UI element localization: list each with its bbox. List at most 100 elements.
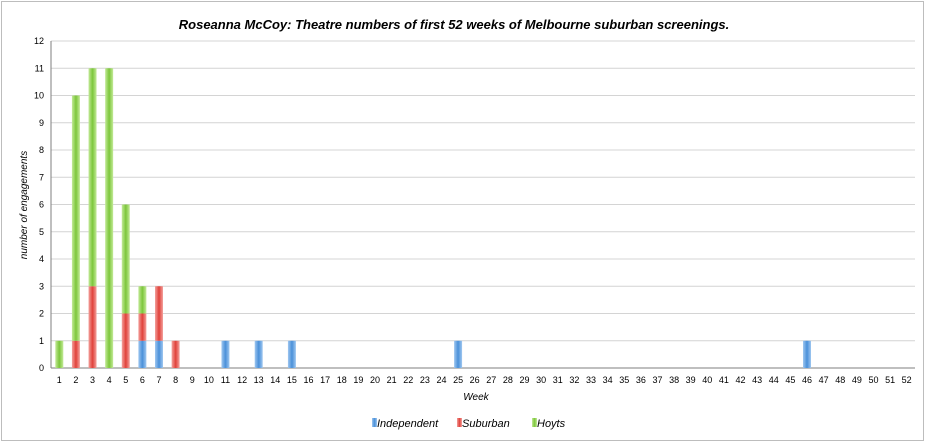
x-tick-labels: 1 2 3 4 5 6 7 8 9 10 11 12 13 14 15 16 17 18 19 20 21 22 23 24 2… (57, 375, 912, 385)
x-tick-label: 38 (669, 375, 679, 385)
x-tick-label: 30 (536, 375, 546, 385)
x-tick-label: 25 (453, 375, 463, 385)
x-tick-label: 18 (337, 375, 347, 385)
x-tick-label: 23 (420, 375, 430, 385)
legend-label-hoyts: Hoyts (537, 418, 566, 430)
x-tick-label: 45 (785, 375, 795, 385)
bar-independent-week-7 (155, 340, 163, 368)
x-tick-label: 50 (868, 375, 878, 385)
x-tick-label: 42 (736, 375, 746, 385)
bar-independent-week-6 (138, 340, 147, 368)
bar-independent-week-15 (287, 340, 296, 368)
x-tick-label: 34 (603, 375, 613, 385)
x-tick-label: 46 (802, 375, 812, 385)
y-tick-label: 8 (39, 145, 44, 155)
x-tick-label: 20 (370, 375, 380, 385)
x-tick-label: 47 (819, 375, 829, 385)
y-tick-label: 2 (39, 309, 44, 319)
x-tick-label: 37 (652, 375, 662, 385)
y-tick-label: 3 (39, 281, 44, 291)
x-tick-label: 22 (403, 375, 413, 385)
y-tick-label: 1 (39, 336, 44, 346)
y-tick-label: 10 (34, 91, 44, 101)
bar-suburban-week-6 (138, 313, 147, 341)
x-tick-label: 26 (470, 375, 480, 385)
x-tick-label: 15 (287, 375, 297, 385)
bar-hoyts-week-5 (121, 204, 130, 314)
y-tick-label: 11 (35, 63, 44, 73)
bar-suburban-week-8 (171, 340, 180, 368)
gridlines (50, 40, 915, 369)
x-tick-label: 27 (486, 375, 496, 385)
bar-suburban-week-3 (88, 286, 97, 368)
x-tick-label: 24 (436, 375, 446, 385)
y-tick-label: 12 (34, 36, 44, 46)
x-tick-label: 36 (636, 375, 646, 385)
x-tick-label: 14 (270, 375, 280, 385)
x-tick-label: 33 (586, 375, 596, 385)
x-axis-label: Week (463, 392, 489, 403)
y-tick-label: 4 (39, 254, 44, 264)
x-tick-label: 17 (320, 375, 330, 385)
x-tick-label: 29 (520, 375, 530, 385)
bar-independent-week-46 (803, 340, 811, 368)
x-tick-label: 31 (553, 375, 563, 385)
x-tick-label: 11 (221, 375, 230, 385)
x-tick-label: 12 (237, 375, 247, 385)
x-tick-label: 19 (353, 375, 363, 385)
legend-swatch-independent (372, 418, 377, 427)
x-tick-label: 21 (387, 375, 397, 385)
legend: Independent Suburban Hoyts (372, 418, 566, 430)
legend-swatch-suburban (457, 418, 462, 427)
legend-swatch-hoyts (532, 418, 537, 427)
x-tick-label: 3 (90, 375, 95, 385)
x-tick-label: 51 (885, 375, 895, 385)
x-tick-label: 1 (57, 375, 62, 385)
x-tick-label: 10 (204, 375, 214, 385)
x-tick-label: 13 (254, 375, 264, 385)
chart-title: Roseanna McCoy: Theatre numbers of first… (179, 17, 729, 32)
x-tick-label: 8 (173, 375, 178, 385)
legend-label-independent: Independent (377, 418, 439, 430)
x-tick-label: 44 (769, 375, 779, 385)
bar-hoyts-week-2 (71, 95, 80, 341)
x-tick-label: 40 (702, 375, 712, 385)
x-tick-label: 52 (902, 375, 912, 385)
bar-hoyts-week-1 (55, 340, 64, 368)
x-tick-label: 16 (304, 375, 314, 385)
y-axis-label: number of engagements (19, 151, 30, 259)
x-tick-label: 32 (569, 375, 579, 385)
bar-suburban-week-5 (121, 313, 130, 368)
x-tick-label: 28 (503, 375, 513, 385)
x-tick-label: 49 (852, 375, 862, 385)
x-tick-label: 4 (107, 375, 112, 385)
x-tick-label: 6 (140, 375, 145, 385)
bar-independent-week-13 (254, 340, 263, 368)
legend-label-suburban: Suburban (462, 418, 510, 430)
y-tick-label: 5 (39, 227, 44, 237)
bar-suburban-week-2 (71, 340, 80, 368)
y-tick-label: 0 (39, 363, 44, 373)
y-tick-label: 7 (39, 172, 44, 182)
bar-hoyts-week-3 (88, 68, 97, 287)
x-tick-label: 39 (686, 375, 696, 385)
bar-hoyts-week-4 (105, 68, 114, 368)
x-tick-label: 2 (73, 375, 78, 385)
x-tick-label: 41 (719, 375, 729, 385)
x-tick-label: 9 (190, 375, 195, 385)
bar-suburban-week-7 (155, 286, 163, 341)
y-tick-label: 9 (39, 118, 44, 128)
y-tick-label: 6 (39, 200, 44, 210)
bar-independent-week-25 (454, 340, 463, 368)
x-tick-label: 5 (123, 375, 128, 385)
bar-independent-week-11 (221, 340, 230, 368)
bars (55, 68, 811, 368)
x-tick-label: 48 (835, 375, 845, 385)
x-tick-label: 43 (752, 375, 762, 385)
x-tick-label: 7 (156, 375, 161, 385)
x-tick-label: 35 (619, 375, 629, 385)
bar-hoyts-week-6 (138, 286, 147, 314)
